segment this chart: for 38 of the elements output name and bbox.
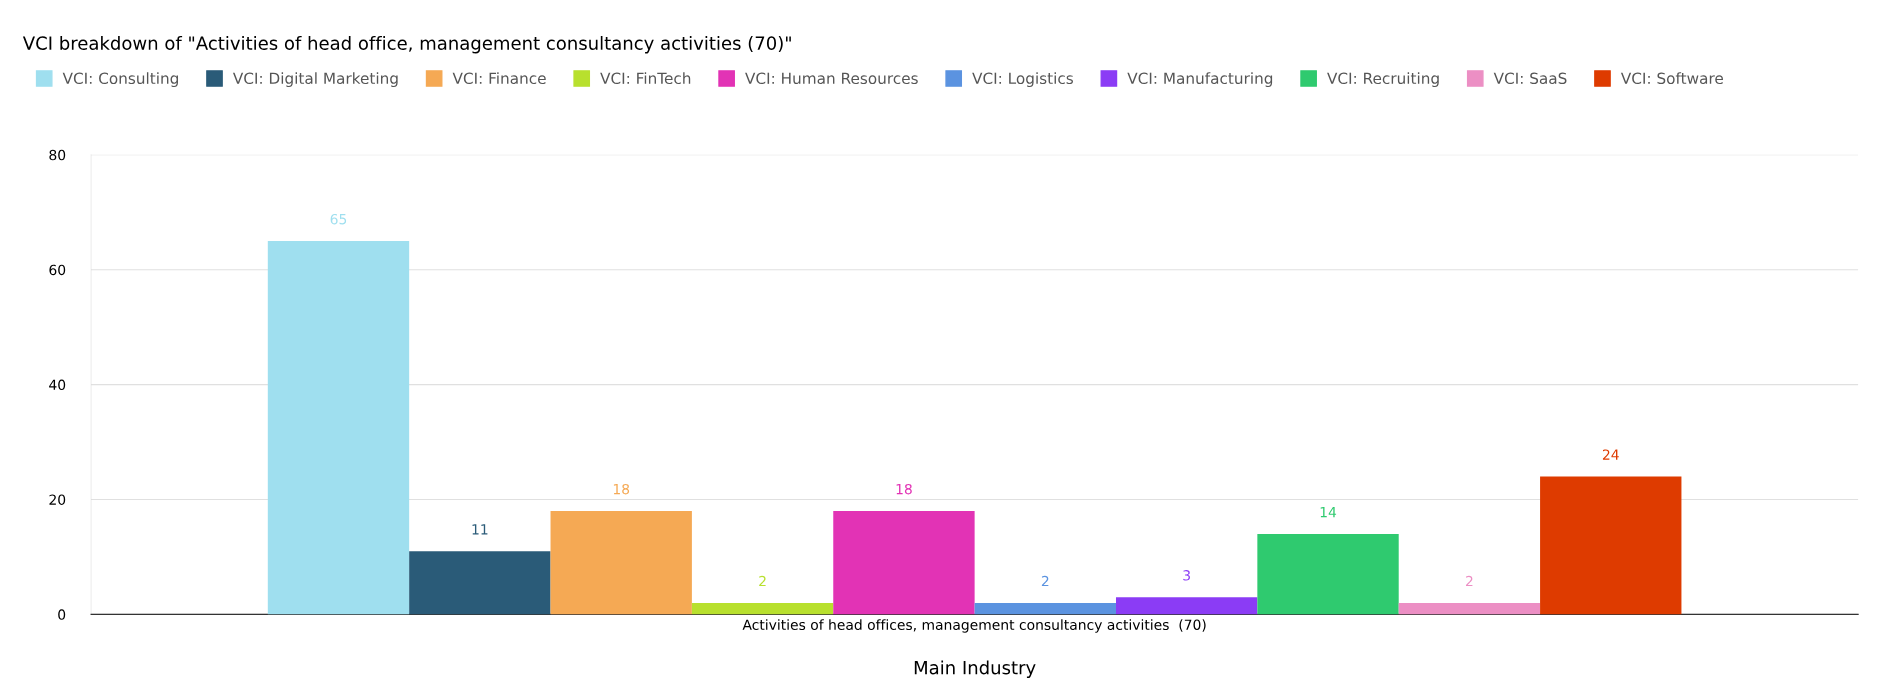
legend-label: VCI: SaaS (1493, 72, 1567, 85)
y-tick-label: 20 (49, 494, 66, 505)
data-label: 18 (613, 483, 630, 495)
bar (691, 602, 834, 615)
legend-label: VCI: Recruiting (1327, 72, 1439, 88)
legend-label: VCI: Software (1620, 72, 1723, 85)
bar (550, 510, 692, 615)
data-label: 3 (1183, 570, 1190, 581)
data-label: 18 (896, 483, 912, 495)
bar (1540, 476, 1682, 615)
data-label: 65 (330, 213, 347, 225)
bar (1115, 597, 1258, 615)
bar (267, 240, 410, 615)
data-label: 2 (1041, 575, 1049, 587)
y-tick-label: 60 (49, 264, 66, 276)
chart-title: VCI breakdown of "Activities of head office, management consultancy activities (70)" (22, 35, 791, 54)
y-tick-label: 0 (58, 609, 66, 620)
legend-label: VCI: FinTech (600, 72, 691, 85)
data-label: 11 (472, 524, 488, 535)
data-label: 2 (1465, 575, 1473, 587)
legend-label: VCI: Finance (452, 72, 546, 85)
data-label: 24 (1602, 449, 1619, 460)
data-label: 14 (1320, 507, 1337, 518)
bar (833, 510, 975, 615)
y-tick-label: 80 (49, 149, 66, 161)
legend-label: VCI: Logistics (972, 72, 1073, 88)
legend-label: VCI: Consulting (62, 72, 178, 88)
bar (1398, 602, 1541, 615)
bar (1257, 533, 1399, 615)
y-tick-label: 40 (49, 379, 66, 391)
x-axis-title: Main Industry (914, 660, 1036, 678)
bar (974, 602, 1116, 615)
legend-label: VCI: Digital Marketing (232, 72, 398, 88)
x-tick-label: Activities of head offices, management consultancy activities (70) (742, 619, 1206, 633)
data-label: 2 (759, 575, 766, 587)
bar (409, 551, 551, 615)
legend-label: VCI: Manufacturing (1127, 72, 1273, 88)
legend-label: VCI: Human Resources (745, 72, 918, 85)
